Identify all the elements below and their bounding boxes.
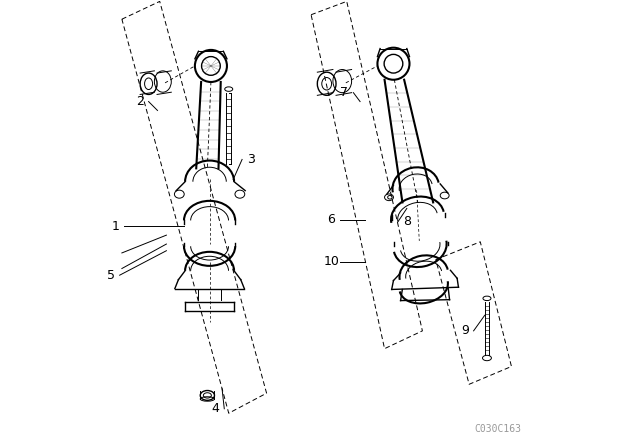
Text: 2: 2 <box>136 95 143 108</box>
Text: C030C163: C030C163 <box>475 424 522 434</box>
Text: 4: 4 <box>211 402 220 415</box>
Text: 9: 9 <box>461 324 468 337</box>
Text: 3: 3 <box>247 153 255 166</box>
Text: 7: 7 <box>340 86 349 99</box>
Text: 10: 10 <box>323 255 339 268</box>
Text: 6: 6 <box>327 213 335 226</box>
Text: 5: 5 <box>107 269 115 282</box>
Text: 8: 8 <box>403 215 411 228</box>
Text: 1: 1 <box>111 220 119 233</box>
